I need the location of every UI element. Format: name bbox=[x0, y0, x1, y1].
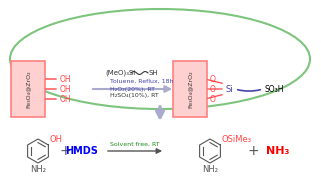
Text: SO₃H: SO₃H bbox=[265, 84, 284, 94]
Text: NH₂: NH₂ bbox=[202, 165, 218, 174]
Text: O: O bbox=[210, 94, 216, 104]
Text: OSiMe₃: OSiMe₃ bbox=[222, 135, 252, 144]
FancyBboxPatch shape bbox=[11, 61, 45, 117]
FancyBboxPatch shape bbox=[173, 61, 207, 117]
Text: +: + bbox=[247, 144, 259, 158]
Text: SH: SH bbox=[149, 70, 159, 76]
Text: H₂SO₄(10%), RT: H₂SO₄(10%), RT bbox=[110, 94, 159, 98]
Text: HMDS: HMDS bbox=[65, 146, 99, 156]
Text: O: O bbox=[210, 84, 216, 94]
Text: +: + bbox=[59, 144, 71, 158]
Text: Toluene, Reflux, 18h: Toluene, Reflux, 18h bbox=[110, 78, 173, 84]
Text: Fe₃O₄@ZrO₂: Fe₃O₄@ZrO₂ bbox=[25, 70, 30, 108]
Text: OH: OH bbox=[50, 135, 63, 144]
Text: Solvent free, RT: Solvent free, RT bbox=[110, 142, 160, 147]
Text: O: O bbox=[210, 74, 216, 84]
Text: NH₂: NH₂ bbox=[30, 165, 46, 174]
Text: NH₃: NH₃ bbox=[266, 146, 290, 156]
Text: H₂O₂(20%), RT: H₂O₂(20%), RT bbox=[110, 87, 155, 91]
Text: Si: Si bbox=[225, 84, 233, 94]
Text: OH: OH bbox=[60, 74, 72, 84]
Text: (MeO)₃Si: (MeO)₃Si bbox=[105, 70, 135, 76]
Text: Fe₃O₄@ZrO₂: Fe₃O₄@ZrO₂ bbox=[187, 70, 193, 108]
Text: OH: OH bbox=[60, 94, 72, 104]
Text: OH: OH bbox=[60, 84, 72, 94]
